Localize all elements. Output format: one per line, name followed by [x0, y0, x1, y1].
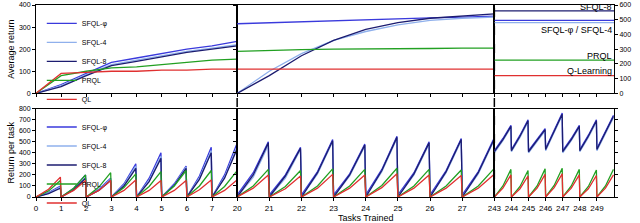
svg-text:500: 500 — [19, 138, 31, 145]
svg-text:Q-Learning: Q-Learning — [567, 66, 612, 76]
svg-text:23: 23 — [329, 204, 338, 213]
svg-text:PRQL: PRQL — [82, 181, 101, 189]
svg-text:0: 0 — [34, 204, 39, 213]
svg-text:200: 200 — [619, 60, 631, 67]
svg-text:QL: QL — [82, 96, 91, 104]
svg-text:7: 7 — [210, 204, 215, 213]
svg-text:244: 244 — [505, 204, 519, 213]
svg-text:6: 6 — [185, 204, 190, 213]
svg-text:245: 245 — [522, 204, 536, 213]
svg-text:200: 200 — [19, 46, 31, 53]
svg-text:27: 27 — [458, 204, 467, 213]
svg-text:800: 800 — [19, 105, 31, 112]
svg-text:100: 100 — [19, 182, 31, 189]
svg-text:100: 100 — [19, 68, 31, 75]
svg-text:Average return: Average return — [6, 19, 16, 78]
svg-text:246: 246 — [539, 204, 553, 213]
svg-text:5: 5 — [159, 204, 164, 213]
svg-text:300: 300 — [19, 24, 31, 31]
svg-text:249: 249 — [590, 204, 604, 213]
svg-text:600: 600 — [19, 127, 31, 134]
svg-text:QL: QL — [82, 200, 91, 208]
svg-text:2: 2 — [84, 203, 89, 213]
svg-text:300: 300 — [19, 160, 31, 167]
svg-text:22: 22 — [297, 204, 306, 213]
svg-text:700: 700 — [19, 116, 31, 123]
svg-text:1: 1 — [59, 204, 64, 213]
svg-text:SFQL-8: SFQL-8 — [82, 58, 107, 66]
svg-text:SFQL-8: SFQL-8 — [580, 2, 612, 12]
svg-text:25: 25 — [393, 204, 402, 213]
svg-text:100: 100 — [619, 75, 631, 82]
svg-text:300: 300 — [619, 46, 631, 53]
svg-text:SFQL-φ: SFQL-φ — [82, 20, 108, 28]
svg-text:SFQL-4: SFQL-4 — [82, 143, 107, 151]
svg-text:21: 21 — [265, 204, 274, 213]
svg-text:400: 400 — [19, 1, 31, 8]
svg-text:Tasks Trained: Tasks Trained — [338, 213, 394, 223]
svg-text:243: 243 — [488, 204, 502, 213]
svg-text:400: 400 — [19, 149, 31, 156]
svg-text:26: 26 — [426, 204, 435, 213]
svg-text:SFQL-φ: SFQL-φ — [82, 124, 108, 132]
svg-text:24: 24 — [361, 204, 370, 213]
svg-text:SFQL-4: SFQL-4 — [82, 39, 107, 47]
svg-text:PRQL: PRQL — [82, 77, 101, 85]
svg-text:3: 3 — [109, 204, 114, 213]
svg-text:Return per task: Return per task — [6, 122, 16, 184]
svg-text:4: 4 — [134, 204, 139, 213]
svg-text:500: 500 — [619, 16, 631, 23]
svg-text:0: 0 — [27, 193, 31, 200]
svg-text:248: 248 — [573, 204, 587, 213]
svg-text:20: 20 — [233, 204, 242, 213]
svg-text:0: 0 — [619, 90, 623, 97]
svg-text:600: 600 — [619, 1, 631, 8]
svg-text:247: 247 — [556, 204, 570, 213]
svg-text:400: 400 — [619, 31, 631, 38]
svg-text:0: 0 — [27, 90, 31, 97]
svg-text:200: 200 — [19, 171, 31, 178]
svg-text:PRQL: PRQL — [587, 51, 612, 61]
svg-text:SFQL-φ / SFQL-4: SFQL-φ / SFQL-4 — [541, 25, 612, 35]
svg-text:SFQL-8: SFQL-8 — [82, 162, 107, 170]
